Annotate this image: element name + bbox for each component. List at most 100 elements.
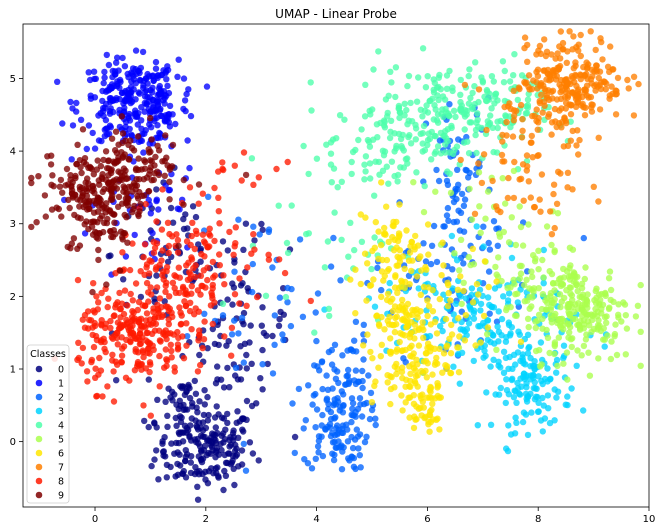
data-point-class-8 xyxy=(153,284,161,291)
data-point-class-1 xyxy=(165,89,173,97)
data-point-class-2 xyxy=(296,236,304,243)
data-point-class-5 xyxy=(585,349,592,356)
data-point-class-1 xyxy=(122,253,130,260)
data-point-class-1 xyxy=(126,95,134,103)
data-point-class-8 xyxy=(78,360,85,367)
data-point-class-6 xyxy=(409,257,416,264)
data-point-class-0 xyxy=(201,433,208,441)
data-point-class-4 xyxy=(313,155,321,162)
data-point-class-4 xyxy=(351,246,358,254)
data-point-class-5 xyxy=(495,254,502,261)
data-point-class-2 xyxy=(461,196,469,203)
data-point-class-6 xyxy=(384,290,392,298)
data-point-class-0 xyxy=(182,453,189,460)
data-point-class-7 xyxy=(557,170,564,177)
data-point-class-7 xyxy=(498,151,506,159)
data-point-class-7 xyxy=(515,84,523,91)
data-point-class-5 xyxy=(548,241,555,249)
data-point-class-8 xyxy=(127,290,134,298)
data-point-class-7 xyxy=(559,46,566,53)
data-point-class-0 xyxy=(113,377,120,384)
data-point-class-3 xyxy=(520,409,528,416)
data-point-class-0 xyxy=(236,418,243,425)
data-point-class-2 xyxy=(344,372,351,379)
data-point-class-0 xyxy=(291,433,299,441)
data-point-class-2 xyxy=(444,204,452,212)
data-point-class-8 xyxy=(74,276,82,284)
data-point-class-2 xyxy=(184,333,191,340)
data-point-class-1 xyxy=(140,149,147,156)
data-point-class-1 xyxy=(172,120,179,128)
data-point-class-4 xyxy=(434,143,442,150)
data-point-class-7 xyxy=(570,33,577,40)
data-point-class-3 xyxy=(495,358,502,365)
data-point-class-2 xyxy=(318,422,325,429)
data-point-class-0 xyxy=(259,346,266,354)
data-point-class-1 xyxy=(138,125,145,132)
data-point-class-4 xyxy=(468,104,475,111)
data-point-class-9 xyxy=(166,178,173,185)
data-point-class-2 xyxy=(352,413,359,420)
data-point-class-1 xyxy=(127,89,134,96)
data-point-class-8 xyxy=(156,337,164,344)
data-point-class-6 xyxy=(436,345,443,352)
data-point-class-6 xyxy=(443,365,450,372)
data-point-class-5 xyxy=(583,297,590,304)
data-point-class-3 xyxy=(494,323,501,330)
data-point-class-4 xyxy=(347,219,354,226)
data-point-class-3 xyxy=(453,257,461,264)
data-point-class-3 xyxy=(495,338,502,345)
data-point-class-8 xyxy=(161,364,168,371)
data-point-class-6 xyxy=(415,326,423,333)
data-point-class-1 xyxy=(129,65,137,72)
data-point-class-9 xyxy=(125,156,132,163)
data-point-class-6 xyxy=(399,296,406,304)
data-point-class-6 xyxy=(420,369,427,376)
data-point-class-2 xyxy=(345,455,352,462)
data-point-class-0 xyxy=(192,213,200,221)
data-point-class-8 xyxy=(221,333,228,340)
data-point-class-6 xyxy=(443,344,450,351)
data-point-class-4 xyxy=(435,96,442,104)
data-point-class-8 xyxy=(216,262,223,269)
data-point-class-6 xyxy=(370,276,377,283)
data-point-class-8 xyxy=(188,283,195,290)
data-point-class-2 xyxy=(485,239,492,247)
data-point-class-8 xyxy=(165,242,173,250)
data-point-class-4 xyxy=(466,66,473,73)
data-point-class-0 xyxy=(187,459,194,466)
data-point-class-4 xyxy=(275,202,282,209)
data-point-class-8 xyxy=(215,168,222,175)
data-point-class-6 xyxy=(391,284,399,291)
data-point-class-4 xyxy=(382,96,390,103)
y-tick-label: 1 xyxy=(10,365,16,376)
data-point-class-1 xyxy=(103,51,111,59)
data-point-class-9 xyxy=(175,242,182,250)
data-point-class-4 xyxy=(367,175,374,182)
data-point-class-5 xyxy=(605,305,613,312)
data-point-class-8 xyxy=(99,393,106,400)
data-point-class-8 xyxy=(226,228,233,236)
data-point-class-3 xyxy=(477,300,485,308)
data-point-class-9 xyxy=(99,171,106,178)
data-point-class-4 xyxy=(434,111,442,118)
data-point-class-5 xyxy=(601,314,609,321)
data-point-class-0 xyxy=(183,387,190,395)
data-point-class-4 xyxy=(386,134,394,142)
data-point-class-7 xyxy=(475,86,483,93)
data-point-class-8 xyxy=(205,230,213,237)
data-point-class-5 xyxy=(622,312,629,319)
data-point-class-6 xyxy=(473,280,481,288)
data-point-class-1 xyxy=(150,102,157,109)
data-point-class-3 xyxy=(503,376,510,383)
data-point-class-5 xyxy=(555,334,562,341)
data-point-class-7 xyxy=(608,83,615,90)
data-point-class-9 xyxy=(166,196,173,203)
data-point-class-7 xyxy=(547,73,554,80)
data-point-class-7 xyxy=(595,198,602,205)
data-point-class-6 xyxy=(361,250,369,257)
data-point-class-7 xyxy=(587,76,595,83)
data-point-class-8 xyxy=(209,258,217,266)
data-point-class-5 xyxy=(556,291,564,298)
data-point-class-8 xyxy=(110,312,118,320)
